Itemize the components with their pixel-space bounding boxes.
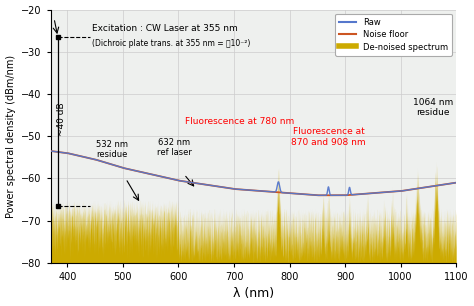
Text: 632 nm
ref laser: 632 nm ref laser <box>156 138 191 157</box>
Text: Fluorescence at 780 nm: Fluorescence at 780 nm <box>185 117 294 126</box>
Text: Fluorescence at
870 and 908 nm: Fluorescence at 870 and 908 nm <box>291 127 366 147</box>
Text: 532 nm
residue: 532 nm residue <box>96 140 128 159</box>
Text: 1064 nm
residue: 1064 nm residue <box>413 98 453 117</box>
X-axis label: λ (nm): λ (nm) <box>233 287 274 300</box>
Text: Excitation : CW Laser at 355 nm: Excitation : CW Laser at 355 nm <box>92 24 238 33</box>
Legend: Raw, Noise floor, De-noised spectrum: Raw, Noise floor, De-noised spectrum <box>335 14 452 56</box>
Text: (Dichroic plate trans. at 355 nm = ⁲10⁻²): (Dichroic plate trans. at 355 nm = ⁲10⁻²… <box>92 39 251 48</box>
Y-axis label: Power spectral density (dBm/nm): Power spectral density (dBm/nm) <box>6 55 16 218</box>
Text: ~40 dB: ~40 dB <box>57 103 66 136</box>
